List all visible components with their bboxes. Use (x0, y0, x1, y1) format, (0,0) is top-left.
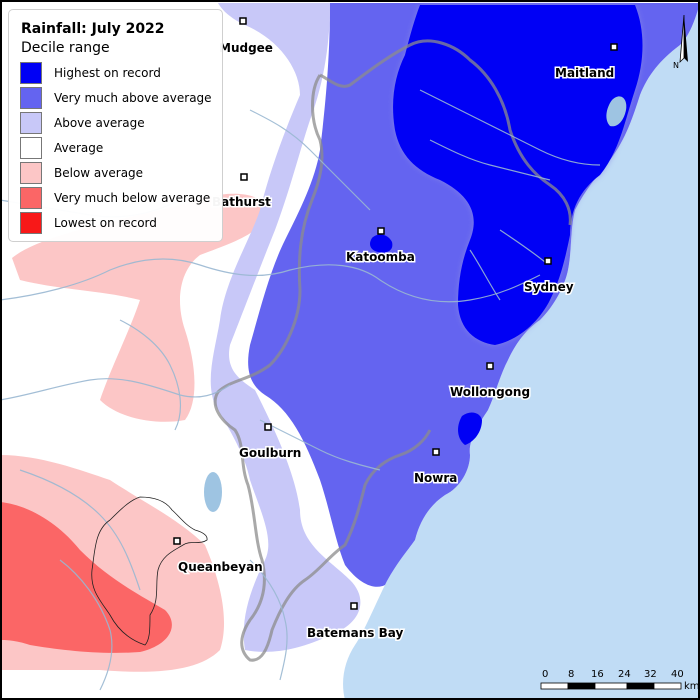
legend-swatch (20, 87, 42, 109)
marker-queanbeyan (173, 537, 181, 545)
marker-katoomba (377, 227, 385, 235)
ocean (343, 3, 700, 700)
legend-label: Highest on record (54, 66, 161, 80)
legend-label: Average (54, 141, 104, 155)
scale-tick-0: 0 (542, 669, 548, 680)
town-label-goulburn: Goulburn (239, 446, 301, 460)
legend-item-lowest: Lowest on record (20, 212, 220, 236)
scale-tick-4: 32 (644, 669, 657, 680)
town-label-mudgee: Mudgee (219, 41, 273, 55)
legend-item-very-much-above: Very much above average (20, 87, 220, 111)
town-label-bathurst: Bathurst (212, 195, 271, 209)
legend-swatch (20, 137, 42, 159)
marker-bathurst (240, 173, 248, 181)
legend-label: Below average (54, 166, 144, 180)
marker-goulburn (264, 423, 272, 431)
zone-highest-katoomba (370, 234, 393, 253)
legend-swatch (20, 112, 42, 134)
scale-tick-1: 8 (568, 669, 574, 680)
zone-above-average (210, 3, 361, 652)
town-label-wollongong: Wollongong (450, 385, 530, 399)
legend-swatch (20, 187, 42, 209)
lake-george (204, 472, 222, 512)
legend-item-highest: Highest on record (20, 62, 220, 86)
legend-label: Very much below average (54, 191, 211, 205)
marker-nowra (432, 448, 440, 456)
marker-maitland (610, 43, 618, 51)
town-label-batemans-bay: Batemans Bay (307, 626, 403, 640)
legend-item-very-much-below: Very much below average (20, 187, 220, 211)
marker-mudgee (239, 17, 247, 25)
legend-swatch (20, 212, 42, 234)
legend-label: Very much above average (54, 91, 212, 105)
town-label-katoomba: Katoomba (346, 250, 415, 264)
town-label-queanbeyan: Queanbeyan (178, 560, 263, 574)
range-outline (213, 74, 432, 662)
town-label-maitland: Maitland (555, 66, 614, 80)
legend-item-below: Below average (20, 162, 220, 186)
catchment-outline (319, 39, 572, 226)
legend-swatch (20, 62, 42, 84)
legend-label: Above average (54, 116, 145, 130)
legend-item-average: Average (20, 137, 220, 161)
town-label-sydney: Sydney (524, 280, 574, 294)
scale-tick-3: 24 (618, 669, 631, 680)
marker-wollongong (486, 362, 494, 370)
north-arrow-icon: N (673, 14, 688, 70)
legend-title: Rainfall: July 2022 (21, 21, 165, 37)
legend-item-above: Above average (20, 112, 220, 136)
legend-swatch (20, 162, 42, 184)
zone-very-much-below-average (0, 502, 172, 653)
legend-subtitle: Decile range (21, 40, 110, 56)
scale-tick-2: 16 (591, 669, 604, 680)
river-network (0, 89, 601, 691)
legend-label: Lowest on record (54, 216, 157, 230)
town-markers (173, 17, 618, 610)
lake-macquarie (606, 96, 627, 127)
north-label: N (673, 61, 679, 70)
scale-bar: 0 8 16 24 32 40 km (540, 669, 700, 692)
marker-batemans-bay (350, 602, 358, 610)
town-label-nowra: Nowra (414, 471, 457, 485)
marker-sydney (544, 257, 552, 265)
scale-tick-5: 40 (671, 669, 684, 680)
zone-below-average-west (12, 193, 266, 422)
zone-highest-southcoast (458, 412, 482, 445)
legend: Rainfall: July 2022 Decile range Highest… (8, 9, 223, 242)
zone-highest-on-record (393, 5, 643, 345)
act-boundary (91, 496, 208, 646)
scale-unit: km (684, 681, 700, 692)
